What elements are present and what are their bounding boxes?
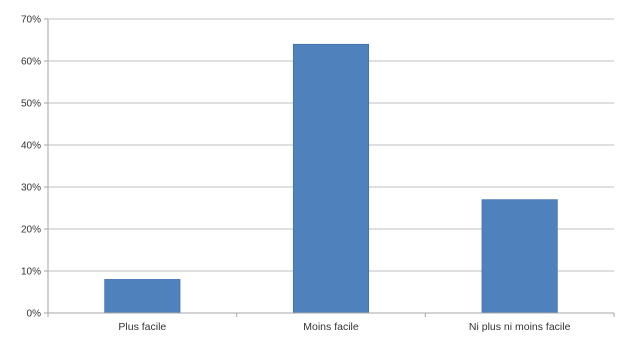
- bar: [104, 279, 181, 314]
- x-category-label: Ni plus ni moins facile: [469, 321, 571, 333]
- y-tick-label: 10%: [21, 267, 41, 278]
- y-axis: 0% 10% 20% 30% 40% 50% 60% 70%: [21, 15, 49, 320]
- y-tick-label: 50%: [21, 99, 41, 110]
- x-axis: Plus facile Moins facile Ni plus ni moins …: [47, 312, 615, 333]
- y-tick-label: 30%: [21, 183, 41, 194]
- x-category-label: Plus facile: [118, 321, 166, 333]
- x-category-label: Moins facile: [303, 321, 359, 333]
- bar: [292, 43, 370, 314]
- y-tick-label: 0%: [27, 309, 42, 320]
- y-tick-label: 60%: [21, 57, 41, 68]
- y-tick-label: 70%: [21, 15, 41, 26]
- y-tick-label: 40%: [21, 141, 41, 152]
- y-tick-label: 20%: [21, 225, 41, 236]
- bar: [481, 199, 558, 314]
- bars: [104, 43, 558, 314]
